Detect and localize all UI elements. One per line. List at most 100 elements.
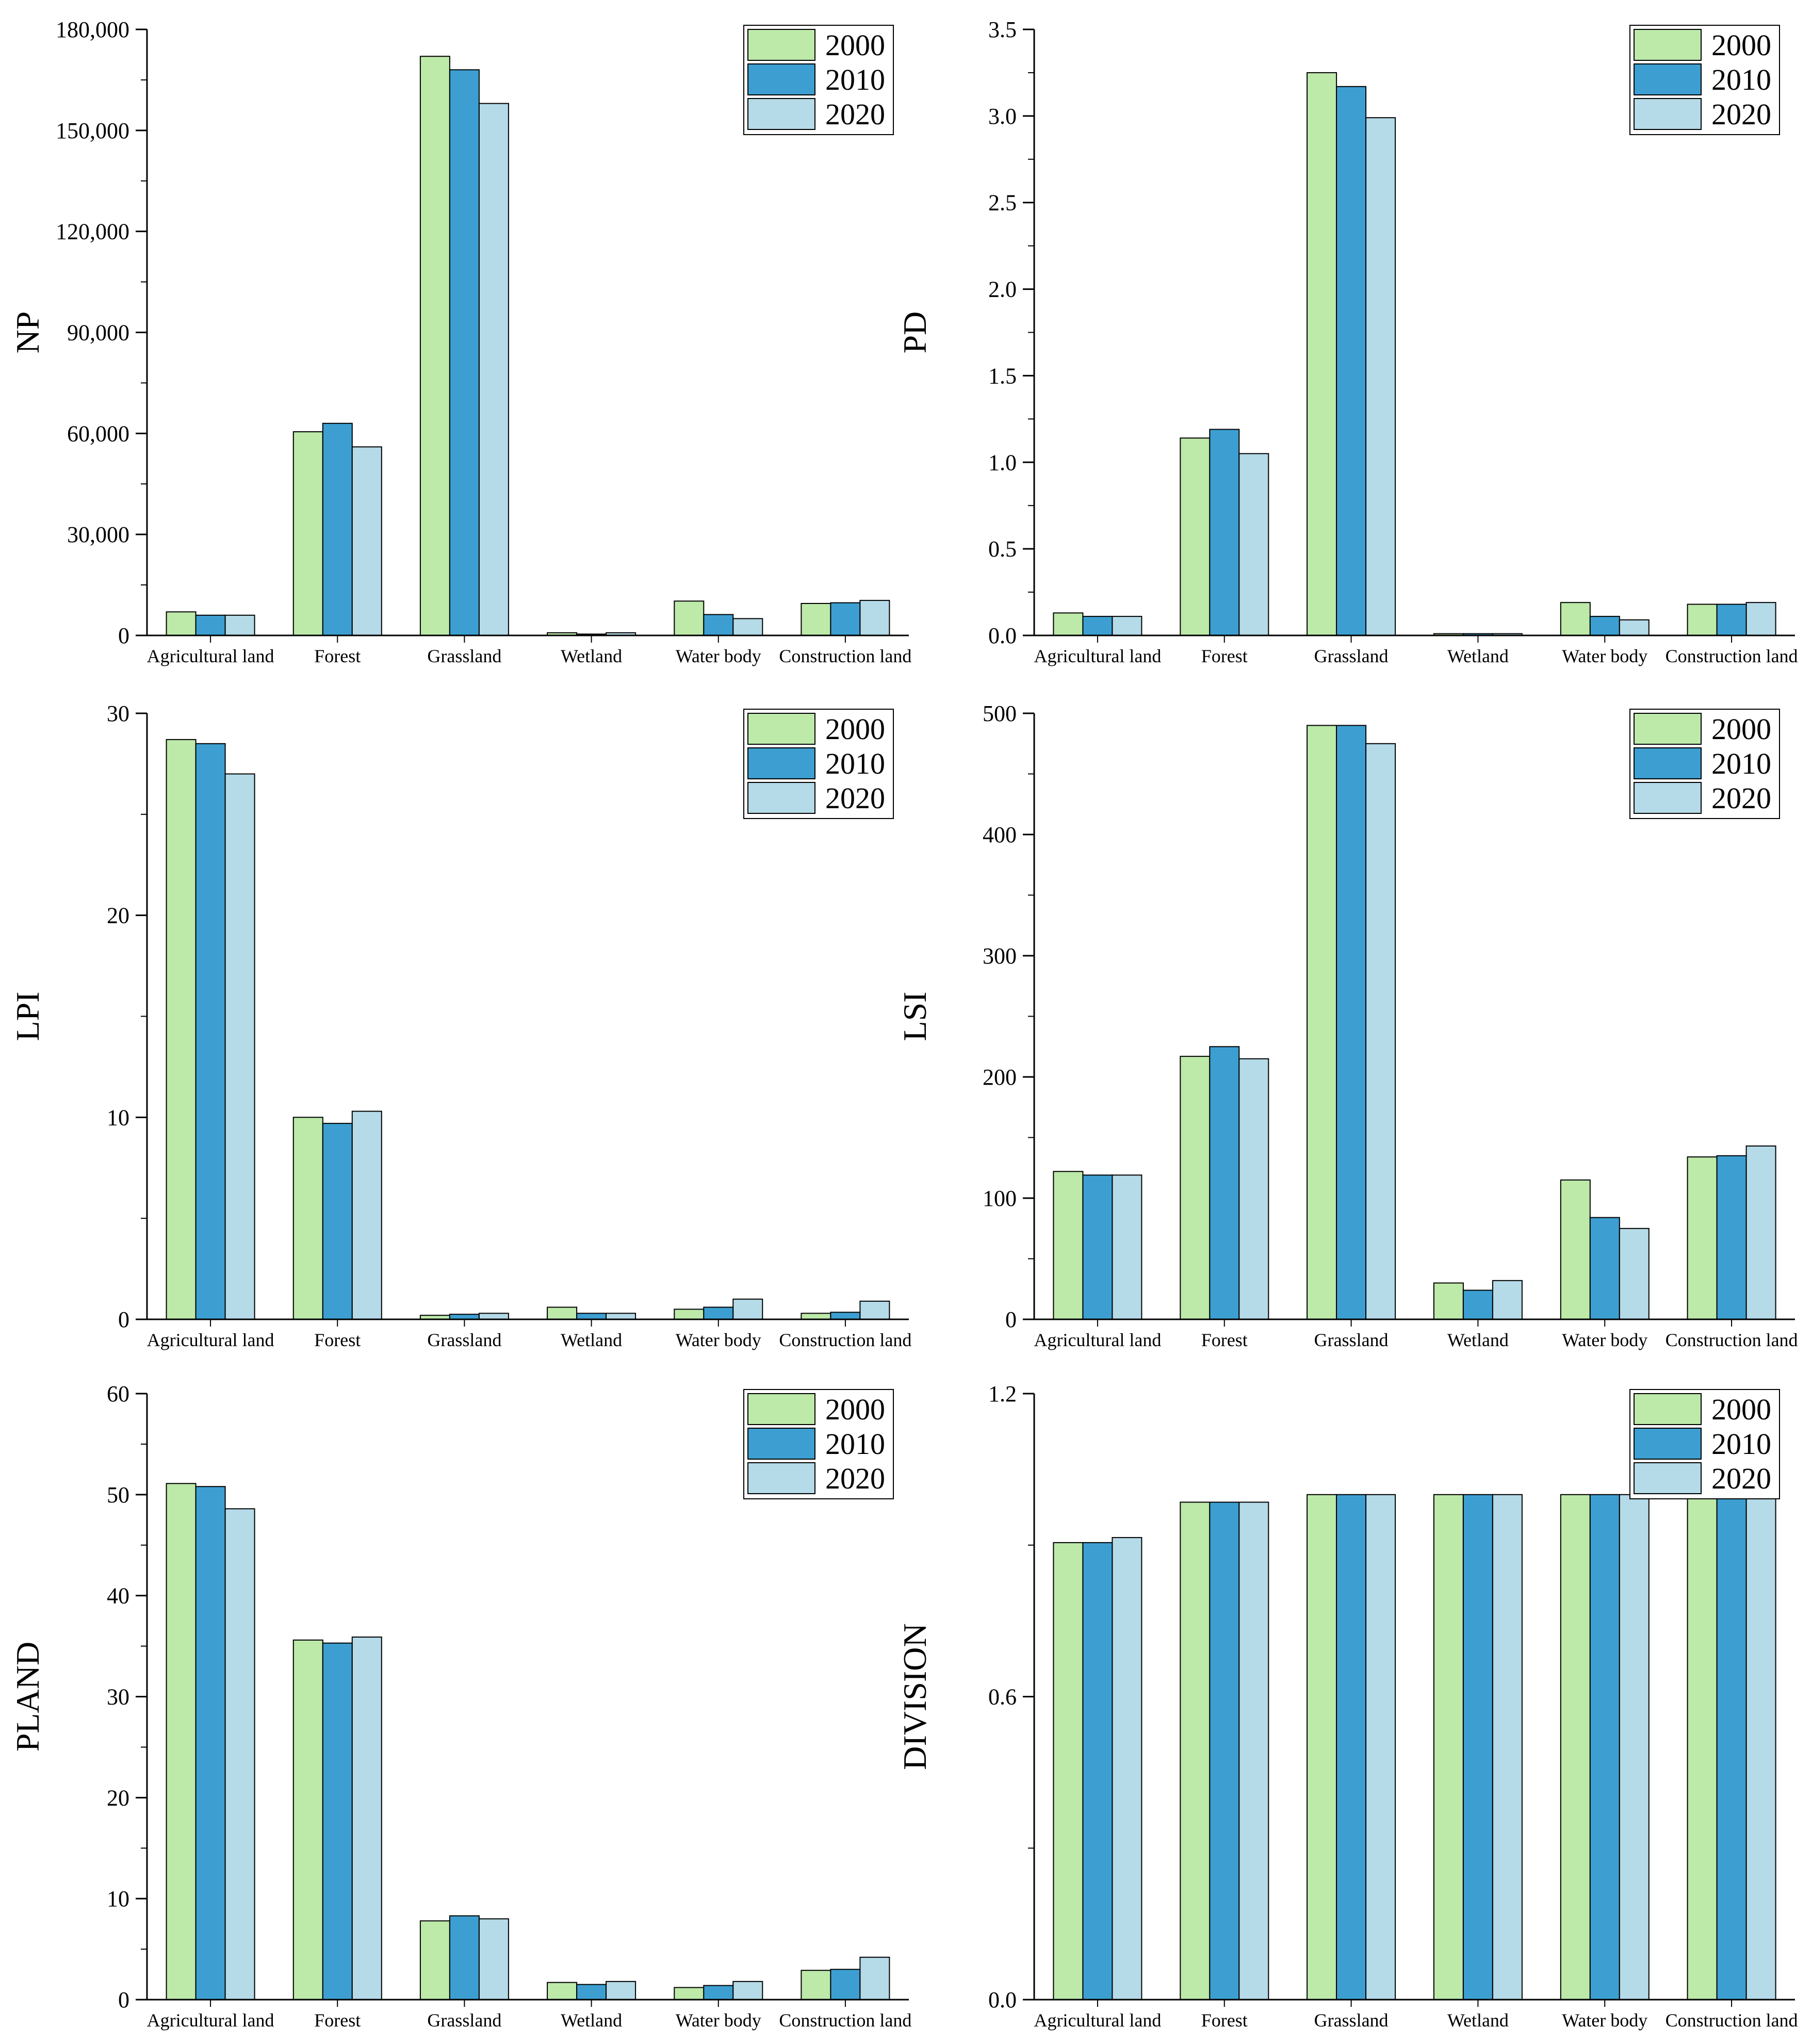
bar-pland-grassland-2020	[478, 1918, 509, 2001]
legend-label-pland-2000: 2000	[825, 1393, 885, 1426]
xtick-label-pland: Forest	[314, 2010, 361, 2031]
bar-np-grassland-2010	[449, 69, 480, 636]
bar-pland-agricultural-land-2020	[224, 1508, 255, 2001]
bar-pland-wetland-2020	[606, 1981, 636, 2001]
ytick-label-pd: 1.5	[988, 363, 1017, 388]
bar-lsi-construction-land-2000	[1687, 1156, 1718, 1320]
bar-pd-agricultural-land-2010	[1082, 616, 1113, 636]
bar-lsi-construction-land-2020	[1745, 1145, 1776, 1320]
bar-lpi-construction-land-2010	[830, 1312, 861, 1320]
ytick-label-np: 150,000	[56, 118, 129, 143]
legend-swatch-lsi-2000	[1634, 713, 1702, 745]
xtick-label-np: Grassland	[427, 646, 501, 666]
bar-pd-forest-2010	[1209, 429, 1240, 636]
bar-pd-water-body-2010	[1589, 616, 1620, 636]
ytick-label-lsi: 400	[983, 822, 1017, 847]
bar-pd-forest-2000	[1180, 437, 1211, 636]
bar-np-water-body-2010	[703, 614, 734, 636]
ytick-label-pland: 60	[107, 1381, 129, 1407]
bar-np-construction-land-2020	[859, 600, 890, 636]
xtick-label-np: Forest	[314, 646, 361, 666]
bar-pland-water-body-2010	[703, 1985, 734, 2001]
ytick-label-pd: 0.5	[988, 536, 1017, 562]
bar-lsi-grassland-2000	[1307, 725, 1337, 1320]
bar-division-grassland-2020	[1365, 1494, 1396, 2001]
bar-lsi-grassland-2010	[1336, 725, 1367, 1320]
xtick-label-pland: Construction land	[779, 2010, 911, 2031]
legend-label-pland-2010: 2010	[825, 1427, 885, 1461]
ytick-label-division: 1.2	[988, 1381, 1017, 1407]
ytick-label-division: 0.0	[988, 1987, 1017, 2013]
legend-label-division-2010: 2010	[1711, 1427, 1771, 1461]
xtick-label-pd: Construction land	[1666, 646, 1798, 666]
ytick-label-pd: 0.0	[988, 623, 1017, 648]
ytick-label-pland: 30	[107, 1685, 129, 1710]
legend-label-lpi-2020: 2020	[825, 781, 885, 815]
bar-pd-water-body-2020	[1619, 619, 1650, 636]
bar-pd-construction-land-2010	[1716, 603, 1747, 636]
legend-swatch-pd-2020	[1634, 98, 1702, 130]
bar-lpi-construction-land-2000	[801, 1313, 831, 1320]
bar-np-agricultural-land-2000	[166, 611, 197, 636]
bar-division-grassland-2000	[1307, 1494, 1337, 2001]
legend-label-pd-2000: 2000	[1711, 28, 1771, 62]
bar-lsi-water-body-2020	[1619, 1228, 1650, 1320]
ylabel-np: NP	[9, 312, 46, 354]
bar-lpi-forest-2010	[322, 1123, 353, 1320]
ytick-label-np: 30,000	[67, 522, 129, 547]
xtick-label-lpi: Grassland	[427, 1330, 501, 1350]
bar-lsi-forest-2000	[1180, 1056, 1211, 1320]
bar-pland-forest-2010	[322, 1642, 353, 2000]
legend-swatch-division-2010	[1634, 1428, 1702, 1460]
bar-np-construction-land-2010	[830, 602, 861, 636]
ytick-label-pd: 2.5	[988, 190, 1017, 216]
ylabel-division: DIVISION	[896, 1623, 933, 1770]
bar-pd-water-body-2000	[1560, 602, 1591, 636]
ytick-label-lpi: 20	[107, 903, 129, 928]
xtick-label-lsi: Construction land	[1666, 1330, 1798, 1350]
legend-swatch-division-2000	[1634, 1393, 1702, 1425]
bar-lpi-wetland-2020	[606, 1313, 636, 1320]
legend-label-np-2000: 2000	[825, 28, 885, 62]
ylabel-lpi: LPI	[9, 992, 46, 1041]
xtick-label-pland: Water body	[676, 2010, 761, 2031]
bar-pland-wetland-2010	[576, 1984, 607, 2001]
ytick-label-lsi: 100	[983, 1186, 1017, 1211]
xtick-label-lpi: Forest	[314, 1330, 361, 1350]
bar-division-construction-land-2000	[1687, 1494, 1718, 2001]
bar-pd-construction-land-2000	[1687, 603, 1718, 636]
chart-division: 0.0 0.6 1.2 Agricultural land Forest Grasslan…	[896, 1381, 1798, 2031]
bar-division-wetland-2000	[1433, 1494, 1464, 2001]
legend-swatch-np-2000	[747, 29, 815, 61]
xtick-label-np: Agricultural land	[147, 646, 274, 666]
xtick-label-lsi: Grassland	[1314, 1330, 1389, 1350]
bar-lpi-construction-land-2020	[859, 1300, 890, 1320]
bar-lpi-water-body-2000	[674, 1309, 705, 1320]
xtick-label-lpi: Wetland	[561, 1330, 622, 1350]
legend-label-lpi-2010: 2010	[825, 747, 885, 780]
xtick-label-pland: Wetland	[561, 2010, 622, 2031]
bar-lsi-agricultural-land-2000	[1053, 1171, 1084, 1320]
bar-pland-forest-2020	[351, 1637, 382, 2000]
bar-division-wetland-2020	[1492, 1494, 1523, 2001]
xtick-label-pd: Agricultural land	[1034, 646, 1161, 666]
legend-label-division-2020: 2020	[1711, 1462, 1771, 1495]
legend-swatch-lpi-2000	[747, 713, 815, 745]
legend-swatch-np-2010	[747, 63, 815, 95]
ytick-label-np: 120,000	[56, 219, 129, 244]
bar-np-water-body-2000	[674, 600, 705, 636]
bar-lsi-forest-2020	[1238, 1058, 1269, 1320]
ytick-label-lpi: 0	[118, 1307, 129, 1332]
legend-label-pd-2010: 2010	[1711, 63, 1771, 96]
bar-pland-water-body-2020	[732, 1981, 763, 2001]
ytick-label-pd: 2.0	[988, 277, 1017, 302]
ytick-label-pland: 40	[107, 1583, 129, 1609]
chart-lpi: 0 10 20 30 Agricultural land Forest Grassland W…	[9, 701, 911, 1350]
ytick-label-lsi: 0	[1005, 1307, 1017, 1332]
bar-division-water-body-2020	[1619, 1494, 1650, 2001]
ytick-label-pd: 1.0	[988, 450, 1017, 475]
xtick-label-lsi: Forest	[1201, 1330, 1248, 1350]
xtick-label-lpi: Water body	[676, 1330, 761, 1350]
legend-swatch-pd-2000	[1634, 29, 1702, 61]
